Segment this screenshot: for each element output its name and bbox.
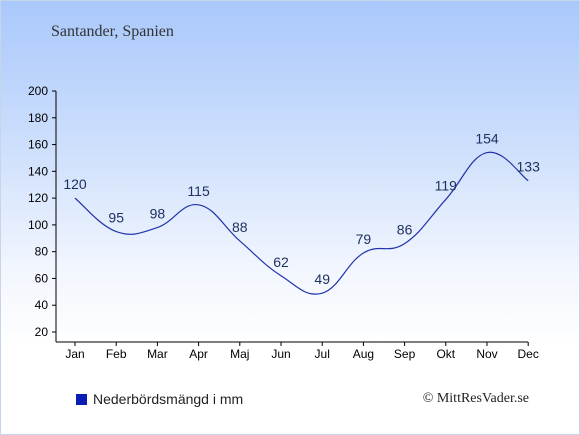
data-label: 133: [517, 159, 541, 175]
y-tick-label: 80: [35, 245, 49, 259]
data-point: [280, 275, 282, 277]
data-label: 115: [187, 183, 210, 199]
data-point: [115, 231, 117, 233]
data-point: [527, 180, 529, 182]
x-tick-label: Jun: [271, 347, 290, 361]
data-point: [74, 197, 76, 199]
axes: 20 40 60 80 100 120 140 160 180 200 Jan Feb Mar Apr Ma…: [28, 84, 539, 361]
data-point: [198, 204, 200, 206]
y-tick-label: 60: [35, 271, 49, 285]
series: 120 95 98 115 88 62 49 79 86 119 154 133: [63, 131, 540, 295]
data-point: [486, 152, 488, 154]
data-label: 119: [435, 177, 458, 193]
data-point: [362, 252, 364, 254]
data-label: 62: [273, 254, 289, 270]
data-point: [321, 292, 323, 294]
x-tick-label: Aug: [353, 347, 374, 361]
x-tick-label: Sep: [394, 347, 416, 361]
data-label: 86: [397, 222, 413, 238]
y-tick-label: 100: [28, 218, 48, 232]
y-tick-label: 160: [28, 138, 48, 152]
y-tick-label: 180: [28, 111, 48, 125]
credit: © MittResVader.se: [422, 391, 529, 406]
data-point: [404, 243, 406, 245]
x-tick-label: Nov: [476, 347, 497, 361]
x-tick-label: Jan: [65, 347, 84, 361]
data-label: 49: [314, 271, 330, 287]
y-tick-label: 140: [28, 164, 48, 178]
y-tick-label: 40: [35, 298, 49, 312]
x-tick-label: Dec: [518, 347, 539, 361]
legend-label: Nederbördsmängd i mm: [93, 391, 244, 407]
x-tick-label: Apr: [189, 347, 208, 361]
data-label: 98: [150, 206, 166, 222]
y-tick-label: 200: [28, 84, 48, 98]
data-point: [239, 240, 241, 242]
y-tick-label: 120: [28, 191, 48, 205]
data-point: [445, 198, 447, 200]
chart-title: Santander, Spanien: [51, 23, 174, 40]
x-tick-label: Jul: [315, 347, 330, 361]
x-tick-label: Mar: [147, 347, 168, 361]
x-tick-label: Okt: [436, 347, 455, 361]
y-tick-label: 20: [35, 325, 49, 339]
x-tick-label: Maj: [230, 347, 249, 361]
x-tick-label: Feb: [106, 347, 127, 361]
legend: Nederbördsmängd i mm: [76, 391, 243, 407]
data-point: [156, 227, 158, 229]
data-label: 88: [232, 219, 248, 235]
legend-swatch: [76, 393, 87, 405]
data-label: 120: [63, 176, 87, 192]
data-label: 79: [356, 231, 372, 247]
series-line: [74, 151, 529, 295]
data-label: 95: [108, 210, 124, 226]
data-label: 154: [475, 131, 499, 147]
